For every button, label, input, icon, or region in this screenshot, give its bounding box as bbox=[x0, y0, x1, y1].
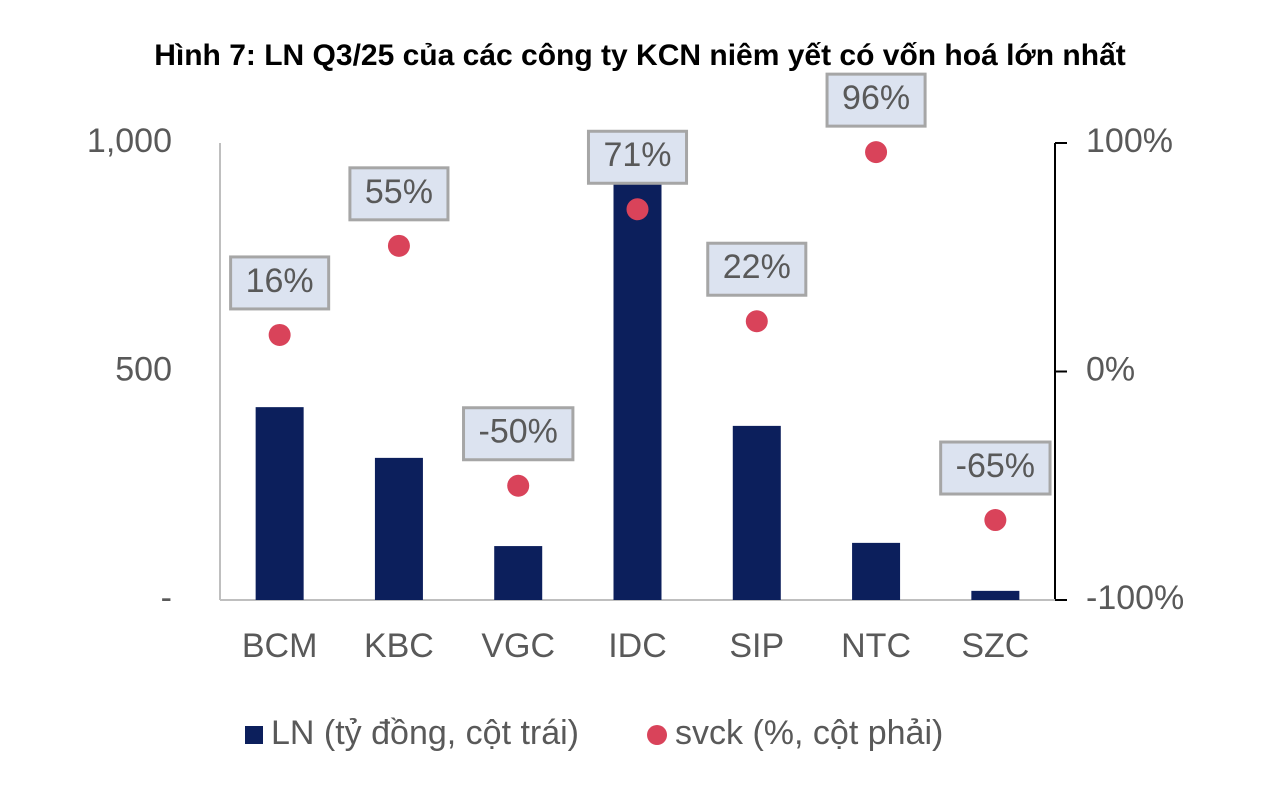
dot bbox=[626, 198, 649, 221]
bar bbox=[255, 407, 304, 600]
x-tick-label: SIP bbox=[729, 627, 784, 665]
label-box bbox=[939, 440, 1052, 496]
data-label: 71% bbox=[603, 136, 671, 174]
dot bbox=[387, 234, 410, 257]
bar bbox=[613, 174, 662, 601]
data-label: 96% bbox=[842, 79, 910, 117]
x-tick-label: SZC bbox=[961, 627, 1029, 665]
dot bbox=[984, 509, 1007, 532]
bar bbox=[732, 425, 781, 600]
y-tick-label: 1,000 bbox=[87, 122, 172, 160]
x-tick-label: IDC bbox=[608, 627, 667, 665]
y2-tick-label: -100% bbox=[1086, 579, 1184, 617]
x-tick-label: NTC bbox=[841, 627, 911, 665]
dot bbox=[865, 141, 888, 164]
data-label: 22% bbox=[723, 248, 791, 286]
label-box bbox=[706, 241, 808, 297]
x-tick-label: VGC bbox=[481, 627, 555, 665]
legend-label: LN (tỷ đồng, cột trái) bbox=[271, 714, 579, 752]
dot bbox=[268, 323, 291, 346]
label-box bbox=[825, 72, 927, 128]
legend-label: svck (%, cột phải) bbox=[675, 714, 943, 752]
data-label: 55% bbox=[365, 173, 433, 211]
bar bbox=[852, 542, 901, 600]
x-tick-label: KBC bbox=[364, 627, 434, 665]
chart-title: Hình 7: LN Q3/25 của các công ty KCN niê… bbox=[154, 39, 1126, 72]
legend-marker bbox=[245, 726, 263, 744]
label-box bbox=[586, 129, 689, 185]
label-box bbox=[348, 166, 450, 222]
y-tick-label: 500 bbox=[115, 350, 172, 388]
bar bbox=[374, 457, 423, 600]
dot bbox=[745, 310, 768, 333]
data-label: -65% bbox=[956, 447, 1035, 485]
y-tick-label: - bbox=[161, 579, 172, 617]
data-label: -50% bbox=[479, 413, 558, 451]
y2-tick-label: 0% bbox=[1086, 350, 1135, 388]
bar bbox=[494, 546, 543, 600]
data-label: 16% bbox=[246, 262, 314, 300]
label-box bbox=[462, 406, 575, 462]
bar bbox=[971, 590, 1020, 600]
dot bbox=[507, 474, 530, 497]
x-tick-label: BCM bbox=[242, 627, 318, 665]
y2-tick-label: 100% bbox=[1086, 122, 1173, 160]
label-box bbox=[229, 255, 331, 311]
legend-marker bbox=[647, 725, 668, 745]
